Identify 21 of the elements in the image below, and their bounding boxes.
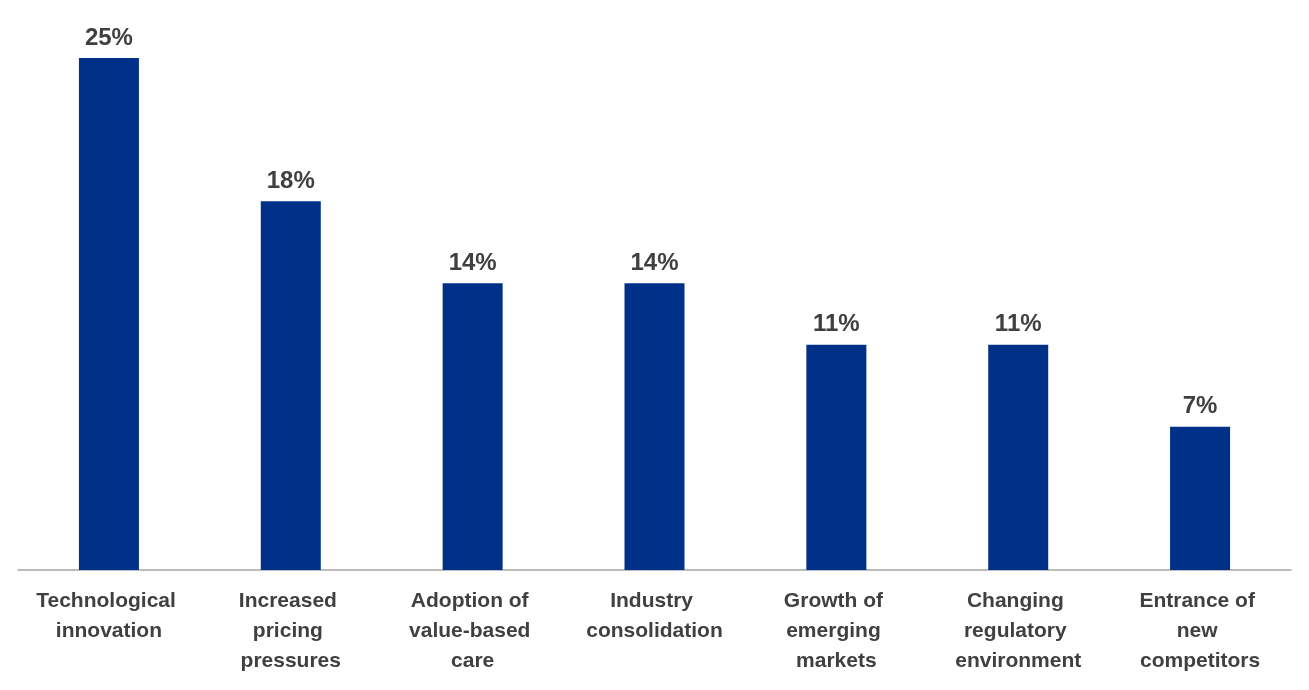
bar [624, 283, 685, 570]
data-label: 14% [630, 247, 679, 275]
data-label: 11% [994, 309, 1042, 337]
data-label: 14% [448, 247, 497, 275]
x-tick-label: Increased pricing pressures [238, 587, 343, 671]
x-tick-label: Changing regulatory environment [955, 587, 1082, 671]
bar [78, 58, 139, 570]
bar [260, 201, 321, 570]
x-tick-label: Entrance of new competitors [1139, 587, 1261, 671]
x-tick-label: Technological innovation [36, 587, 182, 641]
data-label: 7% [1182, 391, 1218, 419]
data-label: 11% [813, 309, 860, 337]
x-tick-label: Growth of emerging markets [783, 587, 889, 671]
data-label: 18% [266, 165, 315, 193]
x-tick-label: Industry consolidation [586, 587, 723, 641]
bar [442, 283, 503, 570]
bar [806, 344, 867, 570]
x-tick-label: Adoption of value-based care [409, 587, 537, 671]
data-label: 25% [84, 22, 133, 50]
bar [1170, 426, 1231, 570]
bar [988, 344, 1049, 570]
